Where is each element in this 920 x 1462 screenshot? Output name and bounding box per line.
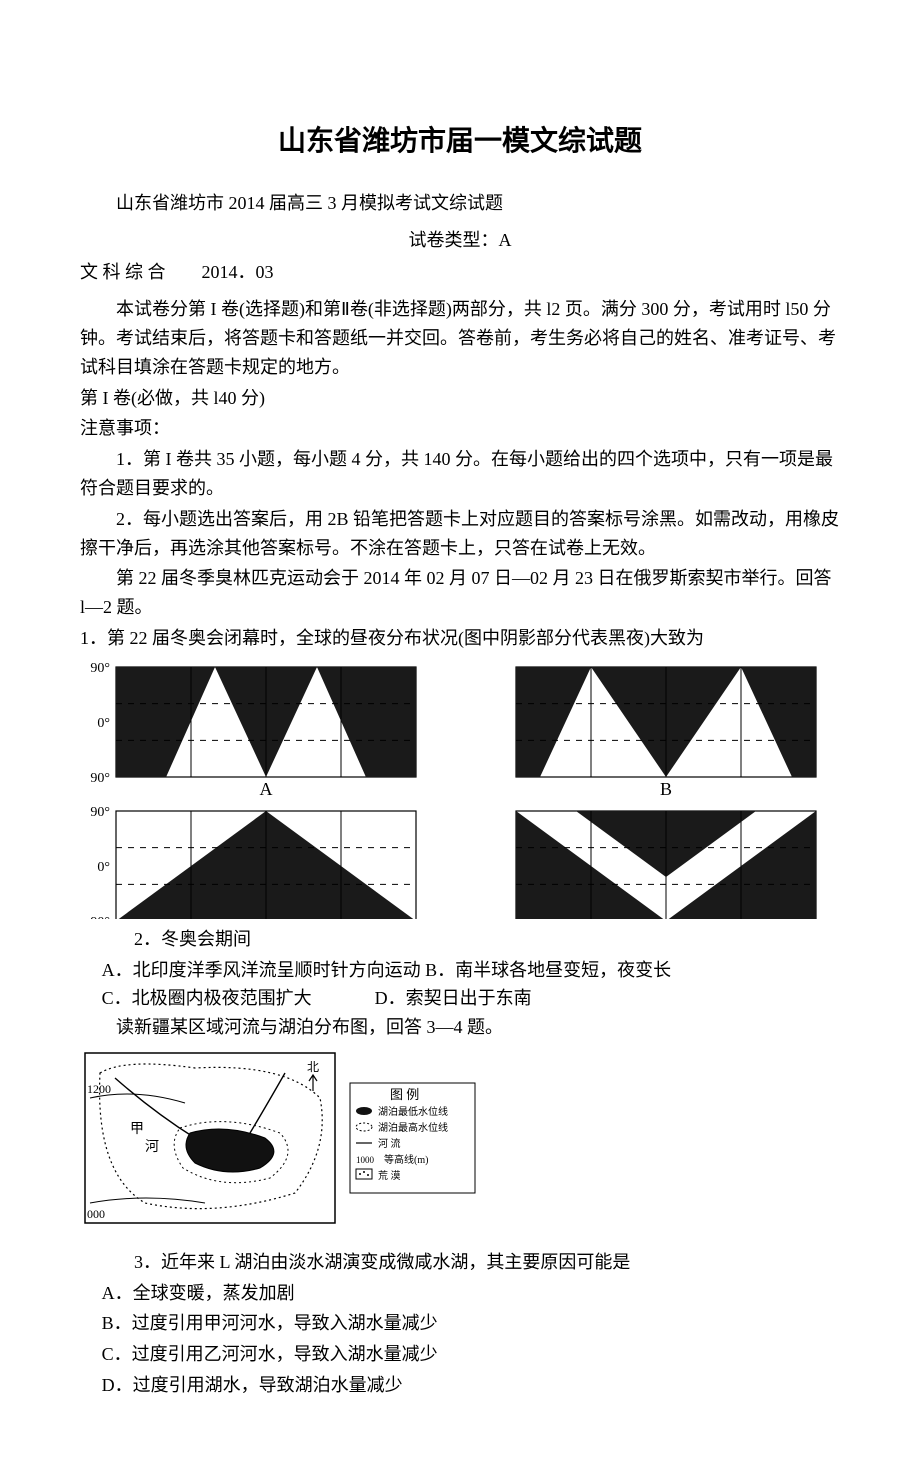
q2-option-c: C．北极圈内极夜范围扩大 [102,988,312,1008]
xinjiang-map-svg: 1200 000 甲河 北图 例湖泊最低水位线湖泊最高水位线河 流1000 等高线(m)… [80,1048,480,1233]
svg-text:90°: 90° [90,661,110,676]
context-q1-q2: 第 22 届冬季臭林匹克运动会于 2014 年 02 月 07 日—02 月 2… [80,564,840,622]
q2-option-b: B．南半球各地昼变短，夜变长 [425,960,671,980]
q3-option-b: B．过度引用甲河河水，导致入湖水量减少 [102,1309,840,1338]
question-2-options-row1: A．北印度洋季风洋流呈顺时针方向运动 B．南半球各地昼变短，夜变长 [102,956,840,985]
svg-text:0°: 0° [97,716,110,731]
svg-text:1000: 1000 [356,1155,375,1165]
svg-text:000: 000 [87,1207,105,1221]
svg-text:图 例: 图 例 [390,1087,419,1102]
notice-item-2: 2．每小题选出答案后，用 2B 铅笔把答题卡上对应题目的答案标号涂黑。如需改动，… [80,505,840,563]
context-q3-q4: 读新疆某区域河流与湖泊分布图，回答 3—4 题。 [80,1013,840,1042]
svg-text:90°: 90° [90,915,110,919]
svg-text:河 流: 河 流 [378,1137,401,1150]
q3-option-c: C．过度引用乙河河水，导致入湖水量减少 [102,1340,840,1369]
question-2-intro: 2．冬奥会期间 [80,925,840,954]
svg-text:湖泊最高水位线: 湖泊最高水位线 [378,1121,448,1134]
svg-text:B: B [660,779,672,799]
svg-text:甲: 甲 [130,1122,144,1137]
svg-text:A: A [260,779,273,799]
question-3-intro: 3．近年来 L 湖泊由淡水湖演变成微咸水湖，其主要原因可能是 [80,1248,840,1277]
svg-text:湖泊最低水位线: 湖泊最低水位线 [378,1105,448,1118]
subject-date: 文 科 综 合 2014．03 [80,258,840,287]
svg-text:荒 漠: 荒 漠 [378,1170,401,1182]
q3-option-d: D．过度引用湖水，导致湖泊水量减少 [102,1371,840,1400]
notice-item-1: 1．第 I 卷共 35 小题，每小题 4 分，共 140 分。在每小题给出的四个… [80,445,840,503]
q3-option-a: A．全球变暖，蒸发加剧 [102,1279,840,1308]
svg-text:90°: 90° [90,805,110,820]
page-title: 山东省潍坊市届一模文综试题 [80,120,840,165]
subtitle: 山东省潍坊市 2014 届高三 3 月模拟考试文综试题 [80,189,840,218]
notice-header: 注意事项： [80,414,840,443]
figure-xinjiang-map: 1200 000 甲河 北图 例湖泊最低水位线湖泊最高水位线河 流1000 等高线(m)… [80,1048,840,1242]
daynight-svg: 90°0°90°90°0°90°ABCD [80,659,840,919]
svg-text:0°: 0° [97,860,110,875]
question-2-options-row2: C．北极圈内极夜范围扩大 D．索契日出于东南 [102,984,840,1013]
q2-option-a: A．北印度洋季风洋流呈顺时针方向运动 [102,960,421,980]
question-3-options: A．全球变暖，蒸发加剧 B．过度引用甲河河水，导致入湖水量减少 C．过度引用乙河… [80,1279,840,1400]
svg-text:北: 北 [307,1060,319,1074]
paper-type: 试卷类型：A [80,226,840,255]
q2-option-d: D．索契日出于东南 [375,988,532,1008]
section-header: 第 I 卷(必做，共 l40 分) [80,384,840,413]
question-1: 1．第 22 届冬奥会闭幕时，全球的昼夜分布状况(图中阴影部分代表黑夜)大致为 [80,624,840,653]
svg-text:1200: 1200 [87,1082,111,1096]
intro-paragraph: 本试卷分第 I 卷(选择题)和第Ⅱ卷(非选择题)两部分，共 l2 页。满分 30… [80,295,840,381]
svg-text:河: 河 [145,1139,159,1155]
figure-daynight-panels: 90°0°90°90°0°90°ABCD [80,659,840,919]
svg-text:等高线(m): 等高线(m) [384,1153,428,1166]
svg-text:90°: 90° [90,771,110,786]
